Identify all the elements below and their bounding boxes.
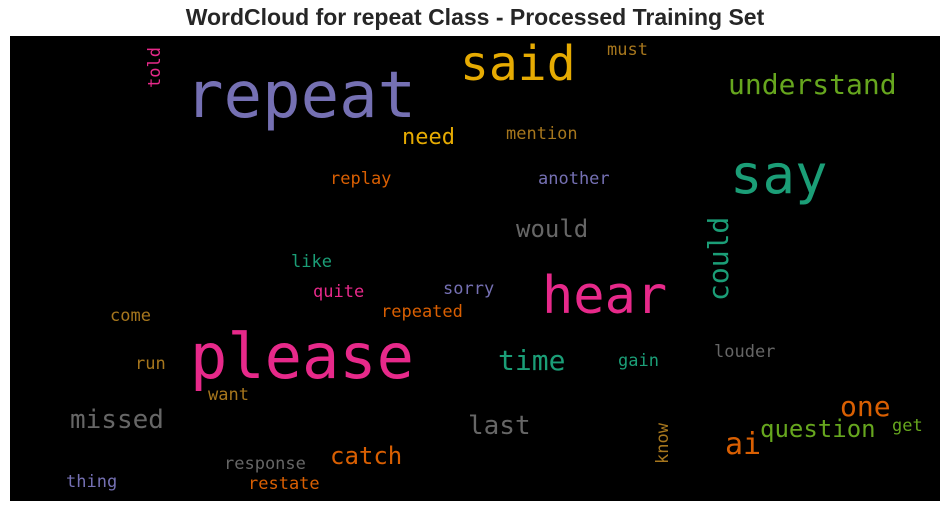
- word-could: could: [702, 216, 735, 301]
- word-replay: replay: [330, 169, 392, 189]
- word-repeat: repeat: [185, 59, 417, 133]
- word-need: need: [402, 125, 455, 150]
- word-quite: quite: [313, 282, 365, 302]
- word-response: response: [224, 454, 306, 474]
- word-thing: thing: [66, 472, 118, 492]
- word-like: like: [291, 252, 332, 272]
- word-mention: mention: [506, 124, 578, 144]
- word-catch: catch: [330, 442, 403, 470]
- word-say: say: [730, 143, 828, 206]
- word-understand: understand: [728, 68, 897, 101]
- word-sorry: sorry: [443, 279, 495, 299]
- chart-title: WordCloud for repeat Class - Processed T…: [185, 4, 765, 30]
- word-gain: gain: [618, 351, 659, 371]
- word-come: come: [110, 306, 151, 326]
- word-time: time: [498, 344, 566, 377]
- word-know: know: [653, 423, 673, 464]
- word-please: please: [190, 320, 414, 393]
- word-told: told: [145, 47, 165, 88]
- wordcloud-canvas: repeat please said say hear understand c…: [10, 36, 940, 501]
- word-hear: hear: [542, 266, 668, 326]
- word-question: question: [760, 415, 876, 443]
- word-must: must: [607, 40, 648, 60]
- word-repeated: repeated: [381, 302, 463, 322]
- word-louder: louder: [714, 342, 776, 362]
- word-would: would: [516, 215, 589, 243]
- word-get: get: [892, 416, 923, 436]
- word-restate: restate: [248, 474, 320, 494]
- word-last: last: [468, 411, 531, 441]
- word-said: said: [460, 36, 576, 92]
- word-another: another: [538, 169, 610, 189]
- word-run: run: [135, 354, 166, 374]
- word-missed: missed: [70, 405, 164, 435]
- word-one: one: [840, 390, 891, 423]
- word-ai: ai: [725, 427, 762, 462]
- word-want: want: [208, 385, 249, 405]
